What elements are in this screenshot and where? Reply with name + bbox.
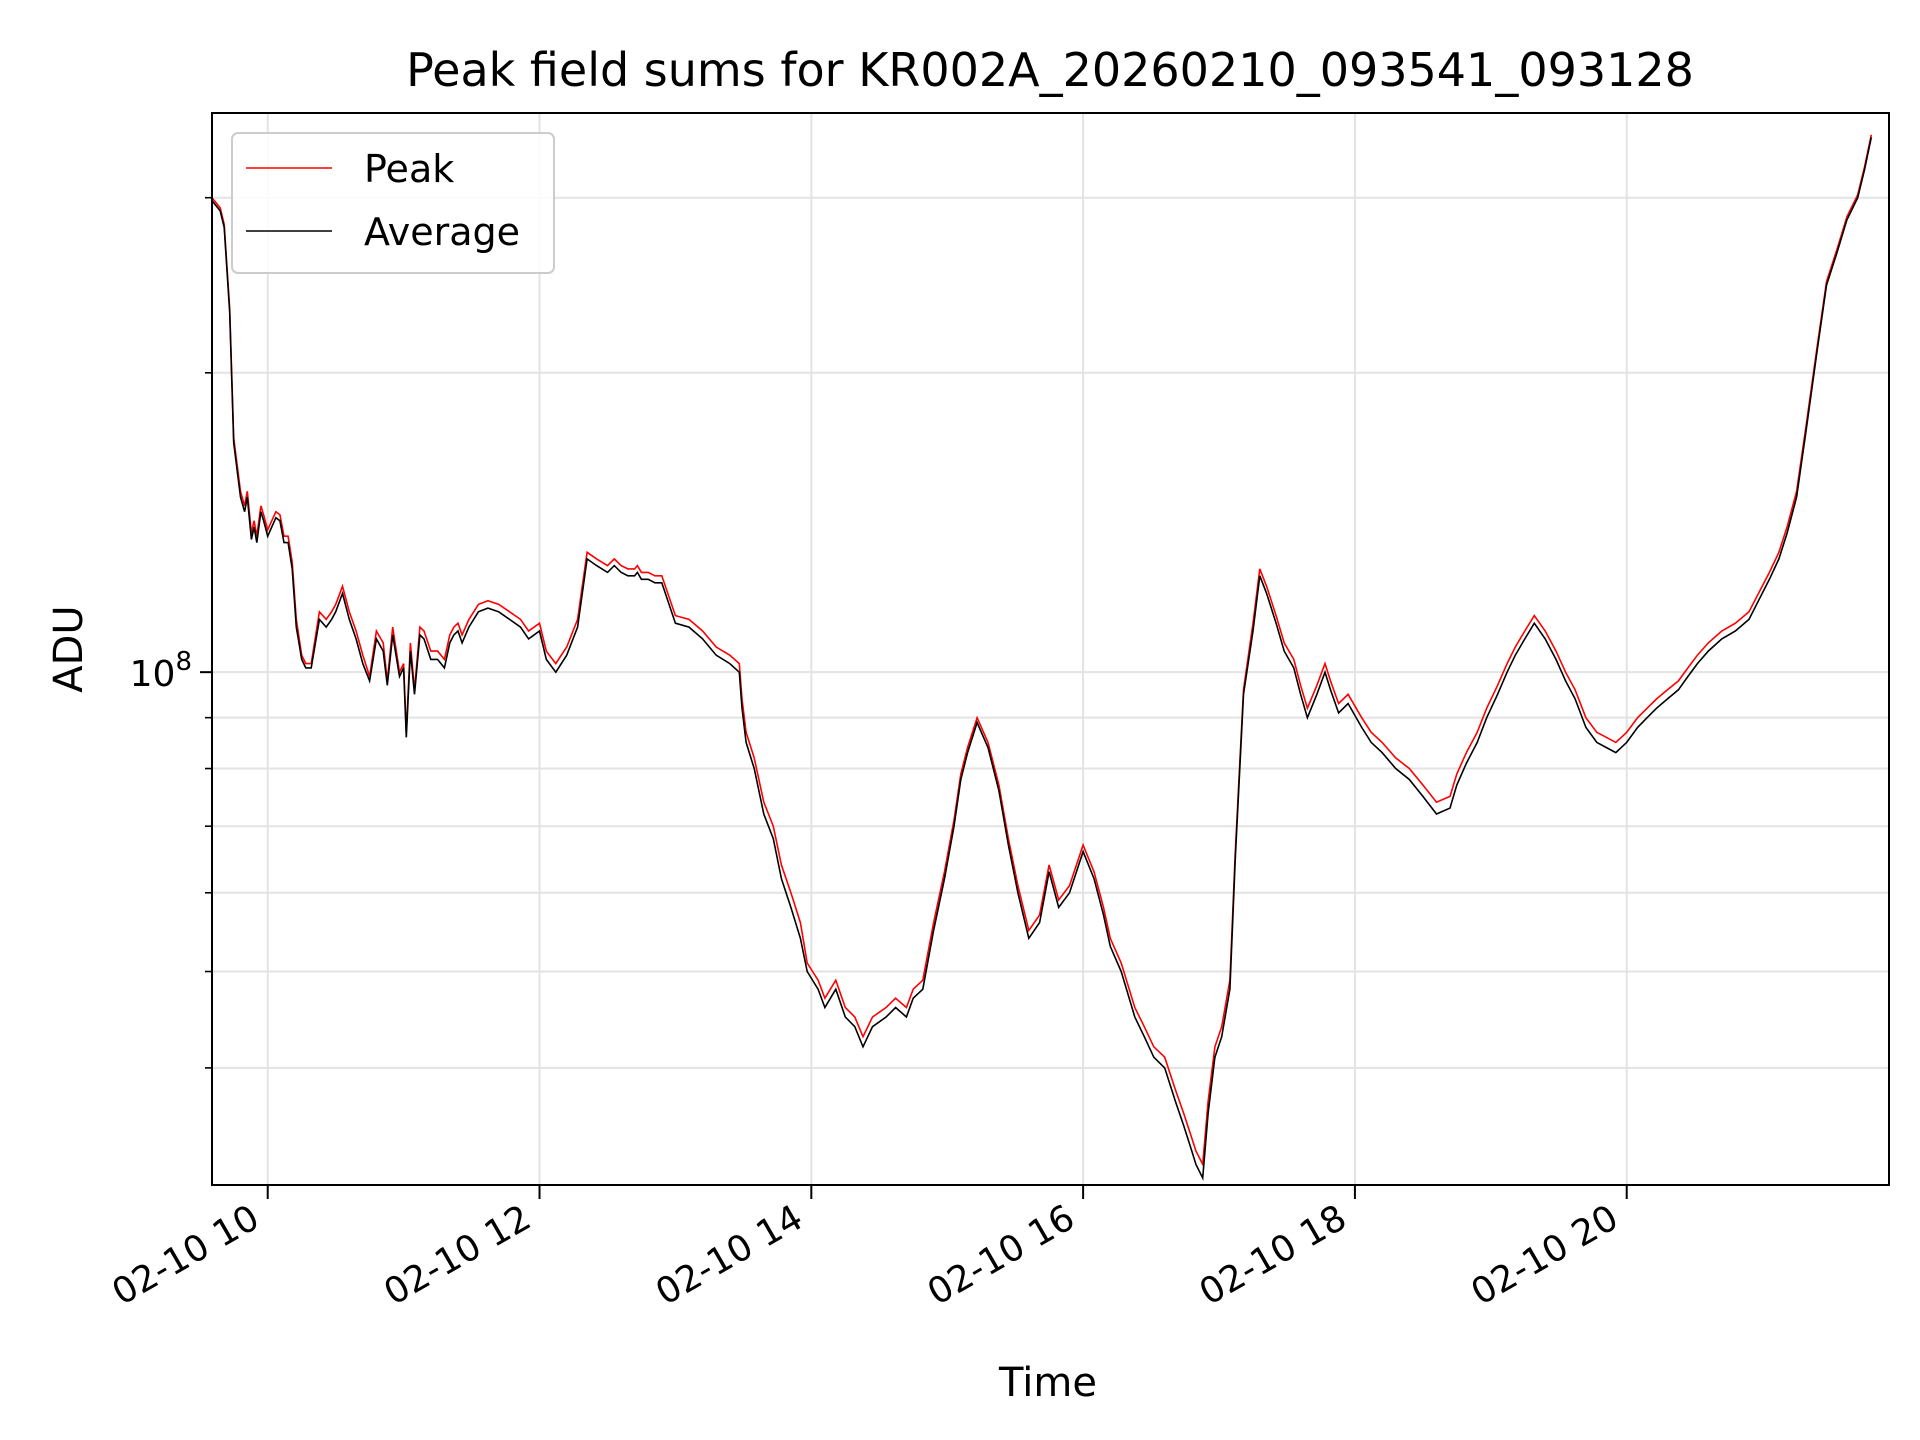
series-line-average [212, 137, 1873, 1181]
plot-area [212, 134, 1873, 1181]
y-tick-label: 108 [130, 647, 192, 695]
legend-label-peak: Peak [364, 147, 454, 191]
legend: Peak Average [231, 132, 555, 274]
x-axis-label: Time [998, 1360, 1097, 1406]
legend-label-average: Average [364, 210, 520, 254]
y-axis-ticks: 108 [130, 196, 212, 1069]
y-axis-label: ADU [46, 605, 92, 692]
series-line-peak [212, 134, 1873, 1168]
grid-lines [212, 113, 1889, 1185]
plot-frame [211, 112, 1890, 1186]
chart-title: Peak field sums for KR002A_20260210_0935… [406, 43, 1694, 97]
